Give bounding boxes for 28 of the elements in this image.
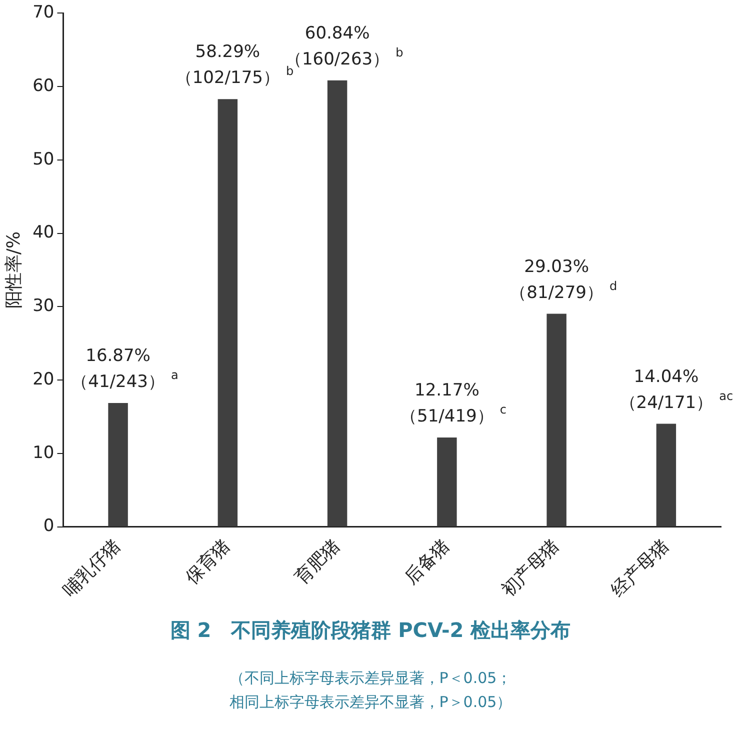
data-label: 29.03% （81/279）d [510,256,618,303]
y-tick-label: 0 [43,516,54,536]
y-tick-label: 20 [32,369,54,390]
data-label: 12.17% （51/419）c [400,380,506,427]
text: 相同上标字母表示差异不显著，P＞0.05） [228,692,513,713]
data-label: 16.87% （41/243）a [71,346,178,392]
bar [108,403,128,526]
y-tick-label: 10 [32,442,54,463]
x-tick-label: 哺乳仔猪 [59,535,125,602]
x-tick-label: 保育猪 [181,535,235,588]
y-axis-title: 阳性率/% [3,231,24,309]
x-tick-label: 育肥猪 [291,535,344,588]
x-tick-label: 后备猪 [400,535,454,588]
bar [437,438,457,526]
bar [656,424,676,526]
bar [218,99,238,526]
data-label: 14.04% （24/171）ac [619,366,734,413]
bar [327,80,348,526]
x-tick-label: 经产母猪 [607,535,674,602]
text: 图 2 不同养殖阶段猪群 PCV-2 检出率分布 [169,617,572,644]
x-tick-label: 初产母猪 [498,535,564,602]
y-tick-label: 60 [32,76,54,96]
y-tick-label: 50 [32,149,54,170]
y-tick-label: 40 [32,222,54,243]
bar [546,314,566,526]
y-tick-label: 70 [32,2,54,23]
text: （不同上标字母表示差异显著，P＜0.05； [228,668,513,689]
y-tick-label: 30 [32,296,54,316]
